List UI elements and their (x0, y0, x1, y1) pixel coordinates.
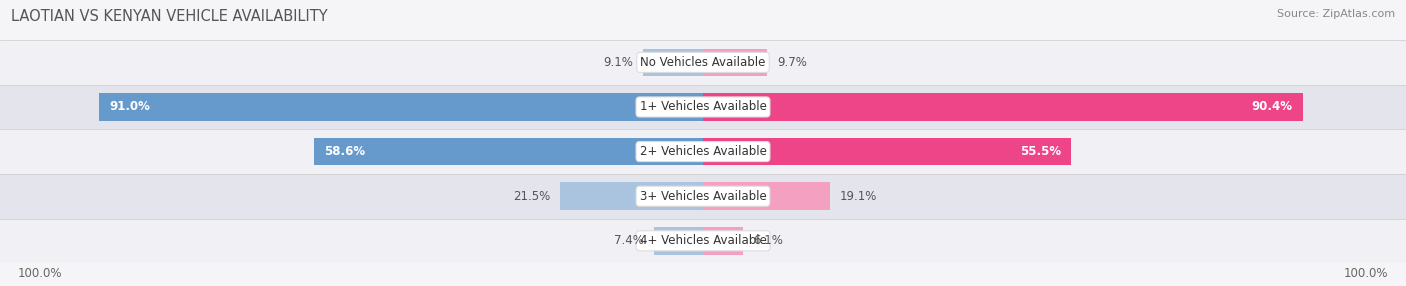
Text: 91.0%: 91.0% (110, 100, 150, 114)
Text: 9.7%: 9.7% (778, 56, 807, 69)
Text: 58.6%: 58.6% (325, 145, 366, 158)
Bar (703, 93, 1302, 121)
Text: LAOTIAN VS KENYAN VEHICLE AVAILABILITY: LAOTIAN VS KENYAN VEHICLE AVAILABILITY (11, 9, 328, 23)
Text: 3+ Vehicles Available: 3+ Vehicles Available (640, 190, 766, 203)
Bar (703, 182, 830, 210)
Bar (0, 219, 1406, 263)
Text: No Vehicles Available: No Vehicles Available (640, 56, 766, 69)
Bar (0, 129, 1406, 174)
Text: 1+ Vehicles Available: 1+ Vehicles Available (640, 100, 766, 114)
Text: 55.5%: 55.5% (1019, 145, 1062, 158)
Bar (100, 93, 703, 121)
Text: 9.1%: 9.1% (603, 56, 633, 69)
Bar (315, 138, 703, 165)
Text: 2+ Vehicles Available: 2+ Vehicles Available (640, 145, 766, 158)
Bar (703, 49, 768, 76)
Bar (0, 174, 1406, 219)
Text: 6.1%: 6.1% (754, 234, 783, 247)
Text: 19.1%: 19.1% (839, 190, 877, 203)
Text: 21.5%: 21.5% (513, 190, 551, 203)
Text: Source: ZipAtlas.com: Source: ZipAtlas.com (1277, 9, 1395, 19)
Text: 7.4%: 7.4% (614, 234, 644, 247)
Text: 4+ Vehicles Available: 4+ Vehicles Available (640, 234, 766, 247)
Bar (0, 85, 1406, 129)
Bar (654, 227, 703, 255)
Bar (0, 40, 1406, 85)
Bar (703, 227, 744, 255)
Bar (643, 49, 703, 76)
Bar (561, 182, 703, 210)
Bar (703, 138, 1071, 165)
Text: 90.4%: 90.4% (1251, 100, 1292, 114)
